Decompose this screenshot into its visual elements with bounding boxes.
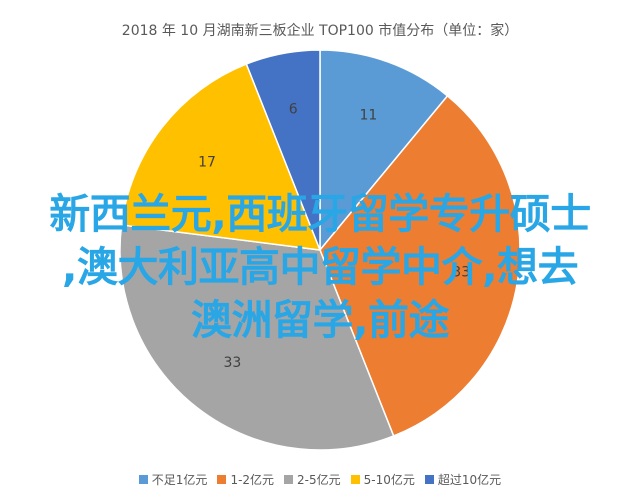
pie-slice	[119, 224, 395, 451]
legend-swatch	[284, 475, 294, 484]
overlay-line: 澳洲留学,前途	[190, 296, 450, 344]
legend-label: 超过10亿元	[437, 473, 502, 487]
legend-label: 不足1亿元	[151, 473, 208, 487]
overlay-line: ,澳大利亚高中留学中介,想去	[61, 243, 579, 291]
legend-swatch	[217, 475, 227, 484]
pie-slice	[319, 49, 449, 253]
legend-item: 2-5亿元	[284, 471, 341, 488]
data-label: 6	[289, 102, 298, 118]
legend-swatch	[138, 475, 148, 484]
data-label: 11	[359, 108, 377, 124]
legend-label: 1-2亿元	[230, 473, 275, 487]
legend-item: 超过10亿元	[424, 471, 502, 488]
legend-item: 1-2亿元	[217, 471, 274, 488]
legend-label: 5-10亿元	[363, 473, 415, 487]
legend-item: 不足1亿元	[138, 471, 208, 488]
legend-label: 2-5亿元	[297, 473, 341, 487]
legend-swatch	[424, 475, 434, 484]
pie-slice	[319, 94, 521, 437]
pie-slice	[120, 63, 322, 251]
legend-swatch	[350, 475, 360, 484]
data-label: 33	[223, 355, 241, 371]
legend: 不足1亿元 1-2亿元 2-5亿元 5-10亿元 超过10亿元	[0, 471, 640, 488]
pie-slice	[245, 49, 321, 251]
data-label: 17	[198, 154, 216, 170]
overlay-text: 新西兰元,西班牙留学专升硕士 ,澳大利亚高中留学中介,想去 澳洲留学,前途	[0, 188, 640, 347]
data-label: 33	[452, 264, 470, 280]
legend-item: 5-10亿元	[350, 471, 415, 488]
chart-title: 2018 年 10 月湖南新三板企业 TOP100 市值分布（单位：家）	[121, 23, 519, 39]
overlay-line: 新西兰元,西班牙留学专升硕士	[49, 190, 591, 238]
